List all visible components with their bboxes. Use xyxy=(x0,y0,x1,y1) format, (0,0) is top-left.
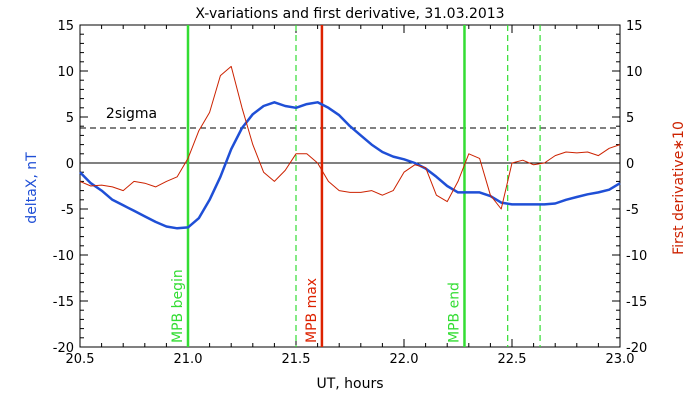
marker-label: MPB begin xyxy=(170,269,186,343)
y-tick-label-left: -20 xyxy=(53,341,74,356)
y-tick-label-right: -5 xyxy=(626,203,639,218)
y-tick-label-left: 10 xyxy=(57,65,74,80)
y-tick-label-left: 5 xyxy=(66,111,74,126)
x-tick-label: 21.5 xyxy=(282,352,311,367)
x-tick-label: 22.0 xyxy=(390,352,419,367)
y-tick-label-left: -10 xyxy=(53,249,74,264)
x-tick-label: 22.5 xyxy=(498,352,527,367)
plot-frame xyxy=(79,24,621,348)
y-tick-label-right: -10 xyxy=(626,249,647,264)
y-tick-label-right: 5 xyxy=(626,111,634,126)
y-tick-label-right: -15 xyxy=(626,295,647,310)
y-tick-label-left: 0 xyxy=(66,157,74,172)
y-tick-label-right: 0 xyxy=(626,157,634,172)
sigma-label: 2sigma xyxy=(106,106,157,122)
chart-title: X-variations and first derivative, 31.03… xyxy=(195,6,504,22)
deltax-series-line xyxy=(79,101,621,230)
y-tick-label-left: -5 xyxy=(61,203,74,218)
y-tick-label-left: -15 xyxy=(53,295,74,310)
y-axis-right-title: First derivative∗10 xyxy=(671,121,687,255)
y-tick-label-right: 15 xyxy=(626,19,643,34)
derivative-series-line xyxy=(79,65,621,210)
x-tick-label: 21.0 xyxy=(174,352,203,367)
y-tick-label-left: 15 xyxy=(57,19,74,34)
y-tick-label-right: 10 xyxy=(626,65,643,80)
x-axis-title: UT, hours xyxy=(316,376,383,392)
x-tick-label: 20.5 xyxy=(66,352,95,367)
marker-label: MPB max xyxy=(304,278,320,343)
marker-label: MPB end xyxy=(446,282,462,343)
y-tick-label-right: -20 xyxy=(626,341,647,356)
plot-area: 20.5 21.0 21.5 22.0 22.5 23.0 15 15 10 10 5 5 0 0 -5 -5… xyxy=(53,19,647,367)
y-axis-left-title: deltaX, nT xyxy=(24,152,40,224)
x-tick-label: 23.0 xyxy=(606,352,635,367)
